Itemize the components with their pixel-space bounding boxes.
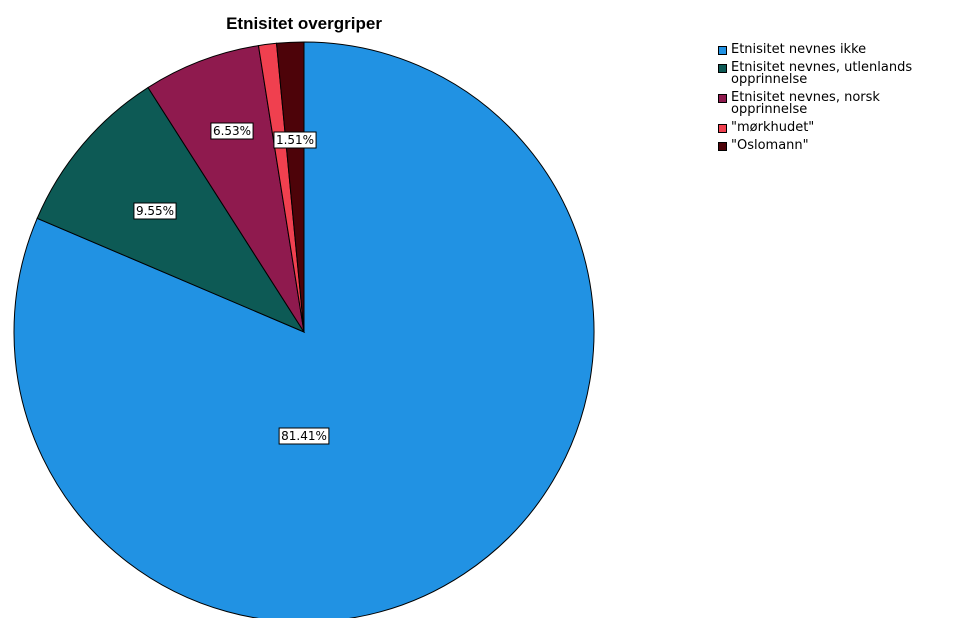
data-label-text: 9.55% <box>136 204 174 218</box>
data-label-box <box>210 122 254 140</box>
pie-slice <box>147 45 305 333</box>
data-label-text: 81.41% <box>281 429 327 443</box>
legend-label: Etnisitet nevnes, utlenlands opprinnelse <box>731 60 913 87</box>
data-label-box <box>273 131 317 149</box>
legend-item: Etnisitet nevnes, utlenlands opprinnelse <box>718 60 954 87</box>
legend-swatch <box>718 46 727 55</box>
pie-slice <box>275 41 305 333</box>
data-label-box <box>133 202 177 220</box>
legend-swatch <box>718 64 727 73</box>
legend-label: Etnisitet nevnes ikke <box>731 42 867 57</box>
chart-title: Etnisitet overgriper <box>226 14 382 33</box>
legend-label: "Oslomann" <box>731 138 809 153</box>
data-label-box <box>278 427 330 445</box>
legend-swatch <box>718 124 727 133</box>
data-label: 1.51% <box>273 131 317 149</box>
data-label: 6.53% <box>210 122 254 140</box>
data-label: 9.55% <box>133 202 177 220</box>
legend-swatch <box>718 94 727 103</box>
legend-item: Etnisitet nevnes ikke <box>718 42 954 57</box>
legend-item: "mørkhudet" <box>718 120 954 135</box>
data-label-text: 6.53% <box>213 124 251 138</box>
legend-swatch <box>718 142 727 151</box>
data-label: 81.41% <box>278 427 330 445</box>
legend-label: "mørkhudet" <box>731 120 815 135</box>
legend: Etnisitet nevnes ikke Etnisitet nevnes, u… <box>718 42 954 158</box>
legend-item: "Oslomann" <box>718 138 954 153</box>
data-label-text: 1.51% <box>276 133 314 147</box>
legend-item: Etnisitet nevnes, norsk opprinnelse <box>718 90 954 117</box>
legend-label: Etnisitet nevnes, norsk opprinnelse <box>731 90 880 117</box>
